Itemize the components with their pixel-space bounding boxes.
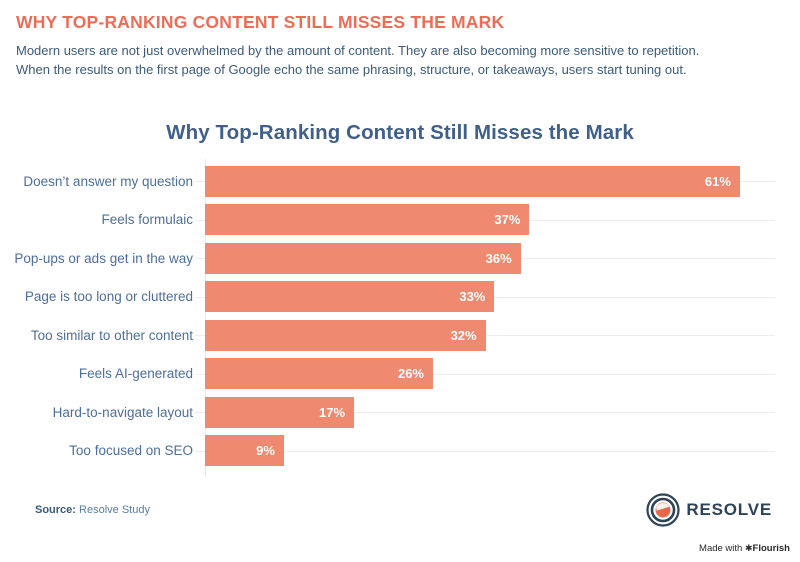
bar: 17% xyxy=(205,396,355,428)
source-note: Source: Resolve Study xyxy=(35,504,150,516)
bar-track: 32% xyxy=(195,319,775,351)
y-axis-line xyxy=(205,159,206,476)
bar-track: 17% xyxy=(195,396,775,428)
chart-row: Too focused on SEO 9% xyxy=(0,432,800,471)
bar-track: 61% xyxy=(195,165,775,197)
flourish-icon: ✱ xyxy=(744,543,753,553)
resolve-logo-text: RESOLVE xyxy=(686,500,772,519)
gridline xyxy=(195,373,775,375)
category-label: Hard-to-navigate layout xyxy=(52,404,193,420)
source-value: Resolve Study xyxy=(79,504,150,516)
source-label: Source: xyxy=(35,504,76,516)
category-label: Feels formulaic xyxy=(101,212,193,228)
page-header: WHY TOP-RANKING CONTENT STILL MISSES THE… xyxy=(0,0,800,79)
value-label: 33% xyxy=(459,289,486,305)
value-label: 9% xyxy=(256,443,275,459)
page-description: Modern users are not just overwhelmed by… xyxy=(16,42,784,79)
gridline xyxy=(195,450,775,452)
bar-track: 33% xyxy=(195,281,775,313)
bar-track: 37% xyxy=(195,204,775,236)
value-label: 17% xyxy=(319,404,346,420)
bar-track: 26% xyxy=(195,358,775,390)
chart-row: Doesn’t answer my question 61% xyxy=(0,162,800,201)
bar: 9% xyxy=(205,435,284,467)
page-description-line: When the results on the first page of Go… xyxy=(16,61,687,77)
bar: 32% xyxy=(205,319,486,351)
value-label: 37% xyxy=(494,212,521,228)
chart-footer: Source: Resolve Study RESOLVE xyxy=(0,492,800,528)
bar-track: 36% xyxy=(195,242,775,274)
flourish-credit[interactable]: Made with ✱Flourish xyxy=(699,543,790,554)
value-label: 36% xyxy=(485,250,512,266)
flourish-name: Flourish xyxy=(752,543,790,554)
value-label: 26% xyxy=(397,366,424,382)
chart-row: Feels AI-generated 26% xyxy=(0,355,800,394)
chart-row: Pop-ups or ads get in the way 36% xyxy=(0,239,800,278)
category-label: Page is too long or cluttered xyxy=(24,289,193,305)
chart-row: Hard-to-navigate layout 17% xyxy=(0,393,800,432)
gridline xyxy=(195,412,775,414)
bar: 26% xyxy=(205,358,433,390)
value-label: 32% xyxy=(450,327,477,343)
chart-title: Why Top-Ranking Content Still Misses the… xyxy=(166,121,634,144)
bar: 33% xyxy=(205,281,495,313)
resolve-logo: RESOLVE xyxy=(645,492,772,528)
category-label: Pop-ups or ads get in the way xyxy=(14,250,193,266)
chart-row: Page is too long or cluttered 33% xyxy=(0,278,800,317)
bar-chart: Doesn’t answer my question 61% Feels formu… xyxy=(0,159,800,476)
category-label: Too focused on SEO xyxy=(69,443,193,459)
category-label: Too similar to other content xyxy=(30,327,193,343)
bar: 37% xyxy=(205,204,530,236)
chart-row: Too similar to other content 32% xyxy=(0,316,800,355)
bar-track: 9% xyxy=(195,435,775,467)
bar: 61% xyxy=(205,165,740,197)
chart-row: Feels formulaic 37% xyxy=(0,201,800,240)
page-title: WHY TOP-RANKING CONTENT STILL MISSES THE… xyxy=(16,12,505,32)
bar: 36% xyxy=(205,242,521,274)
category-label: Feels AI-generated xyxy=(78,366,193,382)
resolve-logo-icon xyxy=(646,493,681,527)
page-description-line: Modern users are not just overwhelmed by… xyxy=(16,43,700,58)
category-label: Doesn’t answer my question xyxy=(23,173,193,189)
value-label: 61% xyxy=(704,173,731,189)
flourish-made-with: Made with xyxy=(699,543,745,554)
